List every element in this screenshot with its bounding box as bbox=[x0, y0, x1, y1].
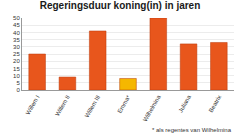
svg-text:25: 25 bbox=[13, 51, 20, 57]
svg-text:20: 20 bbox=[13, 58, 20, 64]
svg-text:Willem II: Willem II bbox=[54, 94, 71, 117]
svg-text:Emma*: Emma* bbox=[116, 94, 131, 115]
svg-text:30: 30 bbox=[13, 44, 20, 50]
svg-text:Willem I: Willem I bbox=[25, 94, 41, 116]
svg-text:40: 40 bbox=[13, 30, 20, 36]
svg-text:45: 45 bbox=[13, 22, 20, 28]
svg-text:35: 35 bbox=[13, 37, 20, 43]
svg-text:15: 15 bbox=[13, 66, 20, 72]
svg-text:Wilhelmina: Wilhelmina bbox=[142, 94, 162, 123]
svg-text:50: 50 bbox=[13, 15, 20, 21]
svg-text:10: 10 bbox=[13, 73, 20, 79]
svg-text:* als regentes van Wilhelmina: * als regentes van Wilhelmina bbox=[152, 127, 232, 133]
svg-text:Regeringsduur koning(in) in ja: Regeringsduur koning(in) in jaren bbox=[40, 0, 201, 11]
svg-text:5: 5 bbox=[16, 80, 20, 86]
svg-text:Beatrix: Beatrix bbox=[208, 94, 223, 113]
svg-text:0: 0 bbox=[16, 87, 20, 93]
svg-text:Juliana: Juliana bbox=[177, 94, 192, 114]
svg-text:Willem III: Willem III bbox=[84, 94, 102, 119]
